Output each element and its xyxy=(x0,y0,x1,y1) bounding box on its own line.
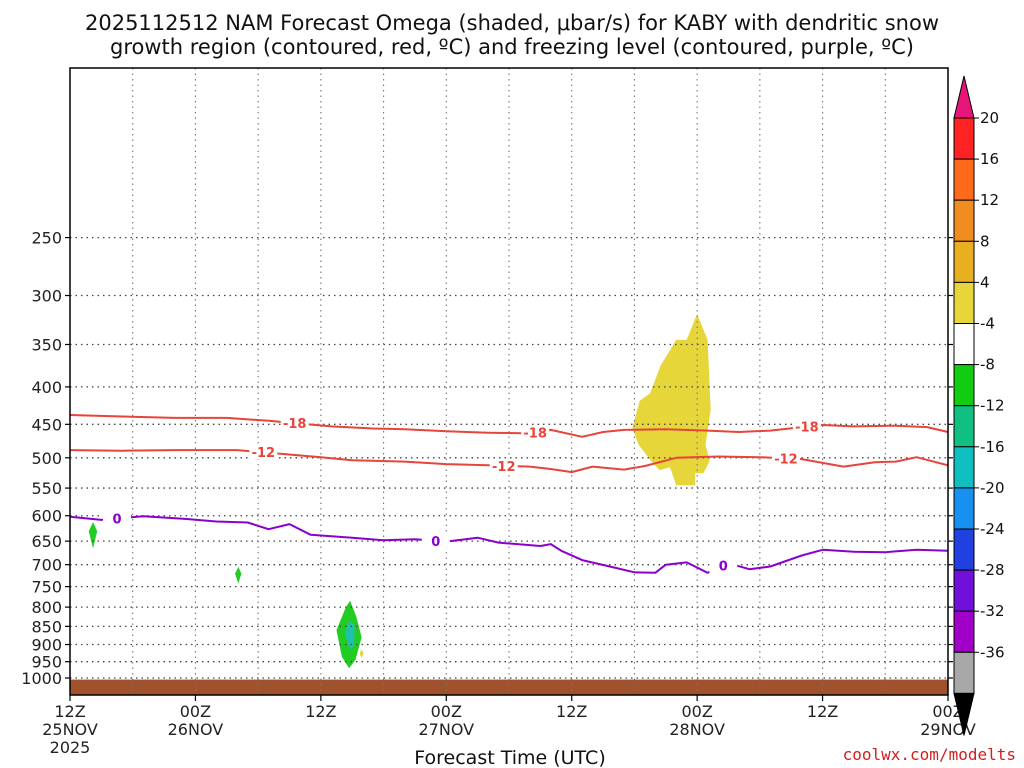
plot-frame xyxy=(69,67,949,696)
y-tick-label-950: 950 xyxy=(31,653,62,672)
chart-title-line-2: growth region (contoured, red, ºC) and f… xyxy=(110,35,914,59)
x-tick-label-12-1: 00Z xyxy=(180,702,211,721)
contour-label--18-2: -18 xyxy=(795,421,819,436)
omega-area-4 xyxy=(344,620,355,650)
contour-label-0-0: 0 xyxy=(113,513,122,528)
colorbar-label-5: -4 xyxy=(980,315,995,333)
y-tick-label-800: 800 xyxy=(31,598,62,617)
x-tick-label-72-1: 12Z xyxy=(807,702,838,721)
y-tick-label-400: 400 xyxy=(31,378,62,397)
y-tick-label-700: 700 xyxy=(31,556,62,575)
colorbar-label-6: -8 xyxy=(980,356,995,374)
contour-label-bg xyxy=(709,558,738,573)
frame xyxy=(69,67,949,696)
colorbar-label-12: -32 xyxy=(980,602,1005,620)
colorbar-band-6 xyxy=(953,364,975,407)
colorbar-band-5 xyxy=(953,323,975,366)
colorbar-band-13 xyxy=(953,651,975,694)
contour-label--12-2: -12 xyxy=(774,452,798,467)
colorbar-label-8: -16 xyxy=(980,438,1005,456)
credit-text: coolwx.com/modelts xyxy=(843,745,1016,764)
colorbar-band-2 xyxy=(953,199,975,242)
omega-area-5 xyxy=(359,649,364,659)
contour-label-bg xyxy=(421,533,450,548)
x-tick-label-84-1: 00Z xyxy=(932,702,963,721)
colorbar-band-8 xyxy=(953,446,975,489)
contour-label-bg xyxy=(489,458,518,473)
y-tick-label-650: 650 xyxy=(31,532,62,551)
y-tick-label-900: 900 xyxy=(31,636,62,655)
x-tick-label-36-1: 00Z xyxy=(431,702,462,721)
contour-label-bg xyxy=(792,419,821,434)
y-axis-ticks: 2503003504004505005506006507007508008509… xyxy=(21,229,953,688)
x-tick-label-60-1: 00Z xyxy=(681,702,712,721)
colorbar-band-10 xyxy=(953,528,975,571)
omega-area-1 xyxy=(88,522,98,549)
contour-label-bg xyxy=(249,445,278,460)
omega-area-2 xyxy=(235,567,242,584)
y-tick-label-550: 550 xyxy=(31,479,62,498)
colorbar-label-7: -12 xyxy=(980,397,1005,415)
x-tick-label-24-1: 12Z xyxy=(305,702,336,721)
x-tick-label-60-2: 28NOV xyxy=(669,720,725,739)
x-tick-label-36-2: 27NOV xyxy=(418,720,474,739)
chart-title-line-1: 2025112512 NAM Forecast Omega (shaded, μ… xyxy=(85,11,939,35)
colorbar-band-1 xyxy=(953,158,975,201)
colorbar-band-12 xyxy=(953,610,975,653)
x-tick-label-48-1: 12Z xyxy=(556,702,587,721)
x-tick-label-0-2: 25NOV xyxy=(42,720,98,739)
x-tick-label-0-1: 12Z xyxy=(54,702,85,721)
y-tick-label-250: 250 xyxy=(31,229,62,248)
contour-lines: -18 -18 -18 -12 -12 -12 0 0 0 xyxy=(69,414,949,575)
contour-label--18-1: -18 xyxy=(523,427,547,442)
colorbar-band-0 xyxy=(953,117,975,160)
contour-label-bg xyxy=(771,451,800,466)
y-tick-label-1000: 1000 xyxy=(21,669,62,688)
colorbar-label-4: 4 xyxy=(980,273,990,291)
colorbar-label-1: 16 xyxy=(980,150,999,168)
x-axis-label: Forecast Time (UTC) xyxy=(414,747,605,768)
contour-label--12-1: -12 xyxy=(492,460,516,475)
colorbar-label-13: -36 xyxy=(980,643,1005,661)
x-tick-label-0-3: 2025 xyxy=(50,738,91,757)
colorbar-bottom-arrow xyxy=(953,692,975,736)
colorbar-label-11: -28 xyxy=(980,561,1005,579)
y-tick-label-500: 500 xyxy=(31,449,62,468)
plot-area xyxy=(70,314,948,695)
colorbar-band-7 xyxy=(953,405,975,448)
contour-label-bg xyxy=(521,425,550,440)
contour-label-0-1: 0 xyxy=(431,535,440,550)
contour-label--12-0: -12 xyxy=(252,446,276,461)
colorbar-label-3: 8 xyxy=(980,232,990,250)
contour-line-0 xyxy=(69,515,949,574)
colorbar-band-11 xyxy=(953,569,975,612)
contour-label-0-2: 0 xyxy=(719,560,728,575)
y-tick-label-300: 300 xyxy=(31,287,62,306)
y-tick-label-850: 850 xyxy=(31,617,62,636)
omega-area-0 xyxy=(632,314,711,486)
contour-label-bg xyxy=(103,511,132,526)
colorbar-label-2: 12 xyxy=(980,191,999,209)
colorbar-label-10: -24 xyxy=(980,520,1005,538)
colorbar: 20 16 12 8 4 -4 -8 -12 -16 -20 -24 -28 -32 -36 xyxy=(953,75,1005,736)
contour-label--18-0: -18 xyxy=(283,417,307,432)
y-tick-label-600: 600 xyxy=(31,507,62,526)
grid xyxy=(70,68,948,695)
y-tick-label-450: 450 xyxy=(31,415,62,434)
y-tick-label-350: 350 xyxy=(31,335,62,354)
colorbar-band-4 xyxy=(953,281,975,324)
ground-area xyxy=(70,679,948,695)
colorbar-band-3 xyxy=(953,240,975,283)
colorbar-label-0: 20 xyxy=(980,109,999,127)
contour-label-bg xyxy=(280,416,309,431)
colorbar-band-9 xyxy=(953,487,975,530)
colorbar-label-9: -20 xyxy=(980,479,1005,497)
y-tick-label-750: 750 xyxy=(31,578,62,597)
x-tick-label-12-2: 26NOV xyxy=(168,720,224,739)
